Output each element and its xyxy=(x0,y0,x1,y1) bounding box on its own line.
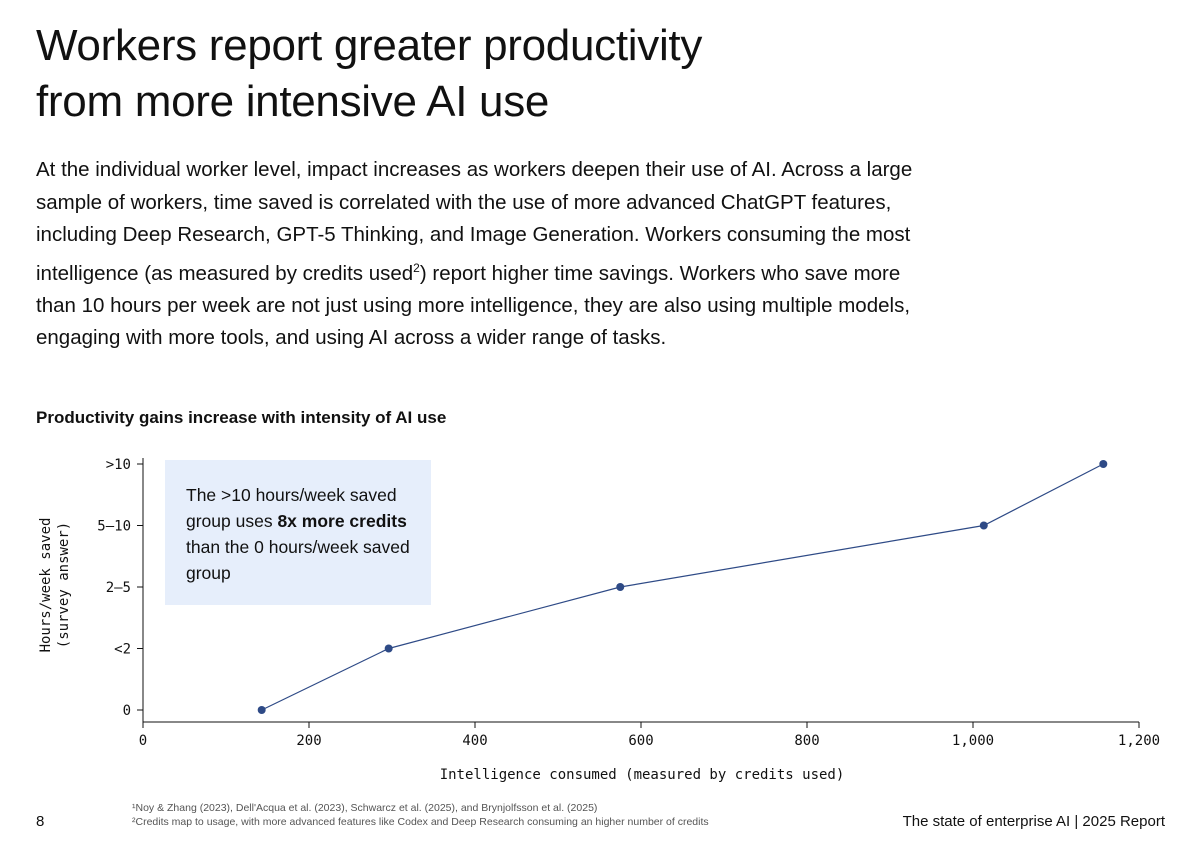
title-line-1: Workers report greater productivity xyxy=(36,21,703,70)
data-point xyxy=(384,644,393,653)
x-tick-label: 200 xyxy=(296,733,321,749)
y-tick-label: 0 xyxy=(123,703,131,719)
y-tick-label: 5–10 xyxy=(97,519,131,535)
y-tick-label: <2 xyxy=(114,642,131,658)
line-chart: 0 <2 2–5 5–10 >10 0 200 400 600 800 1,000 1,200 Hou… xyxy=(38,457,1160,783)
report-footer: The state of enterprise AI | 2025 Report xyxy=(902,813,1165,830)
intro-text-start: At the individual worker level, impact i… xyxy=(36,158,913,285)
data-point xyxy=(616,583,625,591)
callout-text-part1: The >10 hours/week saved group uses xyxy=(186,485,397,531)
intro-text-end: ) report higher time savings. Workers wh… xyxy=(36,261,911,350)
intro-paragraph: At the individual worker level, impact i… xyxy=(36,154,916,355)
data-point xyxy=(979,521,988,530)
x-axis-label: Intelligence consumed (measured by credi… xyxy=(440,767,845,783)
footnote-1: ¹Noy & Zhang (2023), Dell'Acqua et al. (… xyxy=(132,802,598,814)
y-axis-label-line1: Hours/week saved xyxy=(38,518,54,653)
x-tick-label: 400 xyxy=(462,733,487,749)
chart-heading: Productivity gains increase with intensi… xyxy=(36,408,447,427)
x-tick-label: 1,000 xyxy=(952,733,994,749)
callout-annotation: The >10 hours/week saved group uses 8x m… xyxy=(186,482,416,586)
y-tick-label: >10 xyxy=(106,457,131,473)
chart-axes: 0 <2 2–5 5–10 >10 0 200 400 600 800 1,000 1,200 xyxy=(97,457,1160,749)
callout-box xyxy=(165,460,431,605)
x-tick-label: 800 xyxy=(794,733,819,749)
callout-text-part2: than the 0 hours/week saved group xyxy=(186,537,410,583)
y-tick-label: 2–5 xyxy=(106,580,131,596)
page-number: 8 xyxy=(36,813,45,830)
x-tick-label: 1,200 xyxy=(1118,733,1160,749)
y-axis-label-line2: (survey answer) xyxy=(56,522,72,648)
footnotes: ¹Noy & Zhang (2023), Dell'Acqua et al. (… xyxy=(132,801,709,829)
chart-marks xyxy=(257,460,1108,714)
footnote-2: ²Credits map to usage, with more advance… xyxy=(132,816,709,828)
x-tick-label: 600 xyxy=(628,733,653,749)
x-tick-label: 0 xyxy=(139,733,147,749)
title-line-2: from more intensive AI use xyxy=(36,77,550,126)
data-point xyxy=(1099,460,1108,468)
callout-text-bold: 8x more credits xyxy=(277,511,407,531)
footnote-ref-2: 2 xyxy=(413,260,420,275)
data-point xyxy=(257,706,266,714)
page-title: Workers report greater productivity from… xyxy=(36,18,936,130)
